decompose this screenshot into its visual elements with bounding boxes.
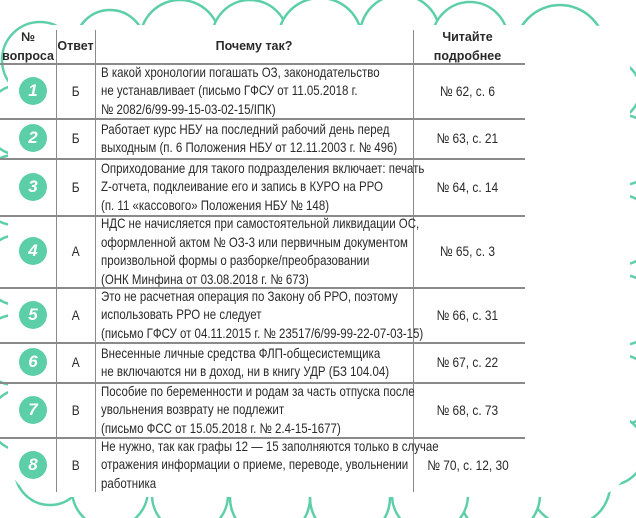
explanation-line: Работает курс НБУ на последний рабочий д… xyxy=(101,120,390,137)
column-divider xyxy=(95,30,96,492)
explanation-line: работника xyxy=(101,474,157,491)
question-number-cell: 7 xyxy=(18,382,48,437)
header-read: Читайте подробнее xyxy=(433,29,502,63)
explanation-line: Внесенные личные средства ФЛП-общесистем… xyxy=(101,344,381,361)
read-more-cell: № 70, с. 12, 30 xyxy=(413,437,522,492)
explanation-line: (письмо ФСС от 15.05.2018 г. № 2.4-15-16… xyxy=(101,419,341,436)
answer-cell: Б xyxy=(56,118,95,158)
answer-cell: А xyxy=(56,215,95,287)
explanation-cell: Работает курс НБУ на последний рабочий д… xyxy=(95,118,413,158)
answer-letter: В xyxy=(71,456,80,473)
answer-letter: Б xyxy=(71,178,80,195)
read-more-cell: № 65, с. 3 xyxy=(413,215,522,287)
answer-cell: В xyxy=(56,437,95,492)
question-number-badge: 3 xyxy=(19,172,47,201)
explanation-cell: Не нужно, так как графы 12 — 15 заполняю… xyxy=(95,437,439,492)
question-number-badge: 7 xyxy=(19,395,47,424)
read-more-cell: № 67, с. 22 xyxy=(413,342,522,382)
question-number-cell: 2 xyxy=(18,118,48,158)
column-divider xyxy=(56,30,57,492)
explanation-line: не включаются ни в доход, ни в книгу УДР… xyxy=(101,363,390,379)
answer-letter: А xyxy=(71,243,80,259)
explanation-line: не устанавливает (письмо ГФСУ от 11.05.2… xyxy=(101,82,358,99)
question-number-cell: 4 xyxy=(18,215,48,287)
question-number-badge: 6 xyxy=(19,348,47,376)
explanation-line: Не нужно, так как графы 12 — 15 заполняю… xyxy=(101,437,439,454)
answer-cell: А xyxy=(56,342,95,382)
row-divider xyxy=(0,118,525,120)
answer-cell: В xyxy=(56,382,95,437)
question-number-badge: 8 xyxy=(19,450,47,479)
question-number-cell: 8 xyxy=(18,437,48,492)
answer-letter: А xyxy=(71,354,80,370)
read-more-cell: № 66, с. 31 xyxy=(413,287,522,342)
answer-cell: Б xyxy=(56,63,95,118)
question-number-cell: 5 xyxy=(18,287,48,342)
issue-page-reference: № 65, с. 3 xyxy=(439,243,496,259)
row-divider xyxy=(0,287,525,289)
row-divider xyxy=(0,382,525,384)
issue-page-reference: № 70, с. 12, 30 xyxy=(426,456,509,473)
row-divider xyxy=(0,437,525,439)
explanation-line: № 2082/6/99-99-15-03-02-15/ІПК) xyxy=(101,100,276,117)
question-number-badge: 4 xyxy=(19,237,47,265)
issue-page-reference: № 64, с. 14 xyxy=(436,178,499,195)
explanation-line: Z-отчета, подклеивание его и запись в КУ… xyxy=(101,178,383,195)
explanation-line: (ОНК Минфина от 03.08.2018 г. № 673) xyxy=(101,270,309,287)
explanation-cell: Это не расчетная операция по Закону об Р… xyxy=(95,287,423,342)
explanation-line: Это не расчетная операция по Закону об Р… xyxy=(101,287,398,304)
row-divider xyxy=(0,158,525,160)
question-number-cell: 1 xyxy=(18,63,48,118)
issue-page-reference: № 67, с. 22 xyxy=(436,354,499,370)
column-divider xyxy=(413,30,414,492)
answer-letter: Б xyxy=(71,130,80,146)
row-divider xyxy=(0,63,525,65)
read-more-cell: № 68, с. 73 xyxy=(413,382,522,437)
explanation-cell: Оприходование для такого подразделения в… xyxy=(95,158,424,215)
explanation-line: произвольной формы о разборке/преобразов… xyxy=(101,252,370,268)
read-more-cell: № 62, с. 6 xyxy=(413,63,522,118)
cloud-fill xyxy=(8,25,630,497)
explanation-line: НДС не начисляется при самостоятельной л… xyxy=(101,215,420,231)
issue-page-reference: № 66, с. 31 xyxy=(436,306,499,323)
explanation-line: (п. 11 «кассового» Положения НБУ № 148) xyxy=(101,196,330,213)
answer-cell: Б xyxy=(56,158,95,215)
answer-letter: В xyxy=(71,401,80,418)
answer-cell: А xyxy=(56,287,95,342)
read-more-cell: № 64, с. 14 xyxy=(413,158,522,215)
issue-page-reference: № 63, с. 21 xyxy=(436,130,499,146)
question-number-badge: 5 xyxy=(19,300,47,329)
explanation-cell: В какой хронологии погашать ОЗ, законода… xyxy=(95,63,413,118)
explanation-line: Оприходование для такого подразделения в… xyxy=(101,159,425,176)
header-num: № вопроса xyxy=(2,29,54,63)
row-divider xyxy=(0,215,525,217)
question-number-badge: 2 xyxy=(19,124,47,152)
read-more-cell: № 63, с. 21 xyxy=(413,118,522,158)
explanation-line: Пособие по беременности и родам за часть… xyxy=(101,382,415,399)
explanation-line: В какой хронологии погашать ОЗ, законода… xyxy=(101,63,380,80)
answer-letter: Б xyxy=(71,82,80,99)
row-divider xyxy=(0,342,525,344)
explanation-line: выходным (п. 6 Положения НБУ от 12.11.20… xyxy=(101,139,398,155)
explanation-cell: НДС не начисляется при самостоятельной л… xyxy=(95,215,419,287)
explanation-line: увольнения возврату не подлежит xyxy=(101,401,285,418)
issue-page-reference: № 62, с. 6 xyxy=(439,82,496,99)
question-number-cell: 3 xyxy=(18,158,48,215)
explanation-line: оформленной актом № ОЗ-3 или первичным д… xyxy=(101,233,408,250)
answer-letter: А xyxy=(71,306,80,323)
issue-page-reference: № 68, с. 73 xyxy=(436,401,499,418)
question-number-cell: 6 xyxy=(18,342,48,382)
explanation-line: отражения информации о приеме, переводе,… xyxy=(101,456,409,473)
header-why: Почему так? xyxy=(215,39,293,53)
explanation-line: использовать РРО не следует xyxy=(101,306,262,323)
explanation-cell: Пособие по беременности и родам за часть… xyxy=(95,382,415,437)
explanation-line: (письмо ГФСУ от 04.11.2015 г. № 23517/6/… xyxy=(101,324,424,341)
header-answer: Ответ xyxy=(57,39,94,53)
question-number-badge: 1 xyxy=(19,76,47,105)
explanation-cell: Внесенные личные средства ФЛП-общесистем… xyxy=(95,342,413,382)
